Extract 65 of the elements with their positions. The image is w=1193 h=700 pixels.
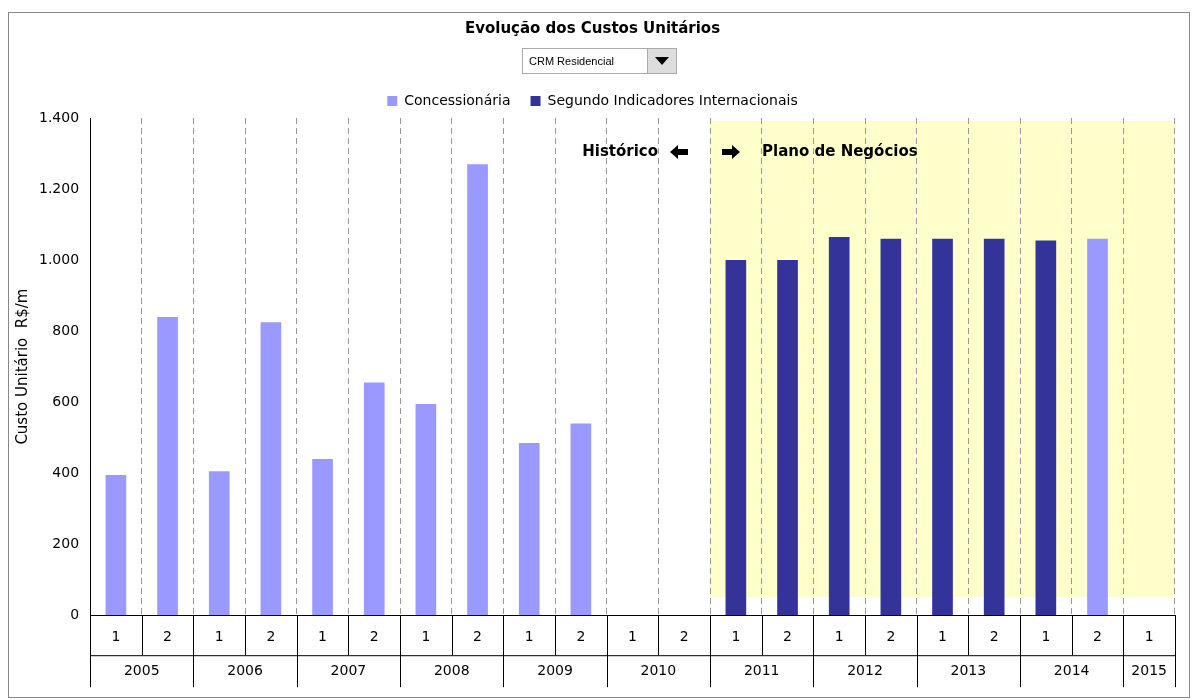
x-tick-label: 2 [989, 628, 999, 645]
y-tick-label: 600 [52, 392, 80, 409]
x-tick-label: 2 [1093, 628, 1102, 645]
y-tick-label: 200 [52, 534, 80, 551]
legend-label: Segundo Indicadores Internacionais [547, 91, 798, 108]
legend-label: Concessionária [404, 91, 511, 108]
chart-title: Evolução dos Custos Unitários [464, 18, 721, 37]
y-tick-label: 1.000 [38, 250, 80, 267]
text: 2012 [847, 661, 883, 678]
bar [208, 471, 230, 616]
annotation: Histórico [582, 141, 659, 160]
text: 2006 [227, 661, 263, 678]
x-tick-label: 2 [163, 628, 173, 645]
bar [983, 238, 1005, 616]
y-tick-label: 800 [52, 321, 80, 338]
x-tick-label: 1 [628, 628, 637, 645]
x-tick-label: 1 [214, 628, 224, 645]
x-tick-label: 2 [886, 628, 896, 645]
bar [467, 164, 488, 616]
x-tick-label: 1 [524, 628, 534, 645]
x-tick-label: 1 [421, 628, 431, 645]
x-tick-label: 2 [679, 628, 689, 645]
bar [725, 260, 747, 616]
y-tick-label: 0 [70, 605, 80, 622]
bar [1035, 240, 1057, 616]
bar [828, 236, 850, 616]
bar [880, 238, 902, 616]
text: 2005 [123, 661, 160, 678]
bar [570, 423, 592, 616]
x-tick-label: 1 [938, 628, 947, 645]
y-tick-label: 1.400 [38, 108, 80, 125]
x-tick-label: 2 [369, 628, 379, 645]
x-tick-label: 1 [731, 628, 741, 645]
text: 2014 [1053, 661, 1090, 678]
text: 2010 [640, 661, 677, 678]
y-tick-label: 1.200 [38, 179, 80, 196]
bar [1087, 238, 1108, 616]
x-tick-label: 1 [318, 628, 328, 645]
text: 2013 [950, 661, 987, 678]
text: 2007 [330, 661, 367, 678]
x-tick-label: 1 [1144, 628, 1154, 645]
y-tick-label: 400 [52, 463, 80, 480]
text: 2011 [743, 661, 780, 678]
bar [105, 474, 127, 616]
x-tick-label: 2 [783, 628, 792, 645]
x-tick-label: 1 [111, 628, 121, 645]
bar [932, 238, 953, 616]
bar [518, 442, 540, 616]
chart-subtitle: CRM Residencial [528, 55, 615, 67]
x-tick-label: 2 [576, 628, 586, 645]
bar [312, 458, 333, 616]
text: 2008 [433, 661, 470, 678]
bar [415, 403, 437, 616]
bar [157, 316, 178, 616]
x-tick-label: 2 [266, 628, 276, 645]
text: 2009 [537, 661, 573, 678]
x-tick-label: 1 [1041, 628, 1051, 645]
y-axis-title: Custo Unitário R$/m [12, 288, 31, 445]
text: 2015 [1131, 661, 1167, 678]
bar [777, 260, 798, 616]
annotation: Plano de Negócios [762, 141, 918, 160]
x-tick-label: 1 [834, 628, 844, 645]
bar [363, 382, 385, 616]
x-tick-label: 2 [473, 628, 483, 645]
bar [260, 322, 282, 616]
